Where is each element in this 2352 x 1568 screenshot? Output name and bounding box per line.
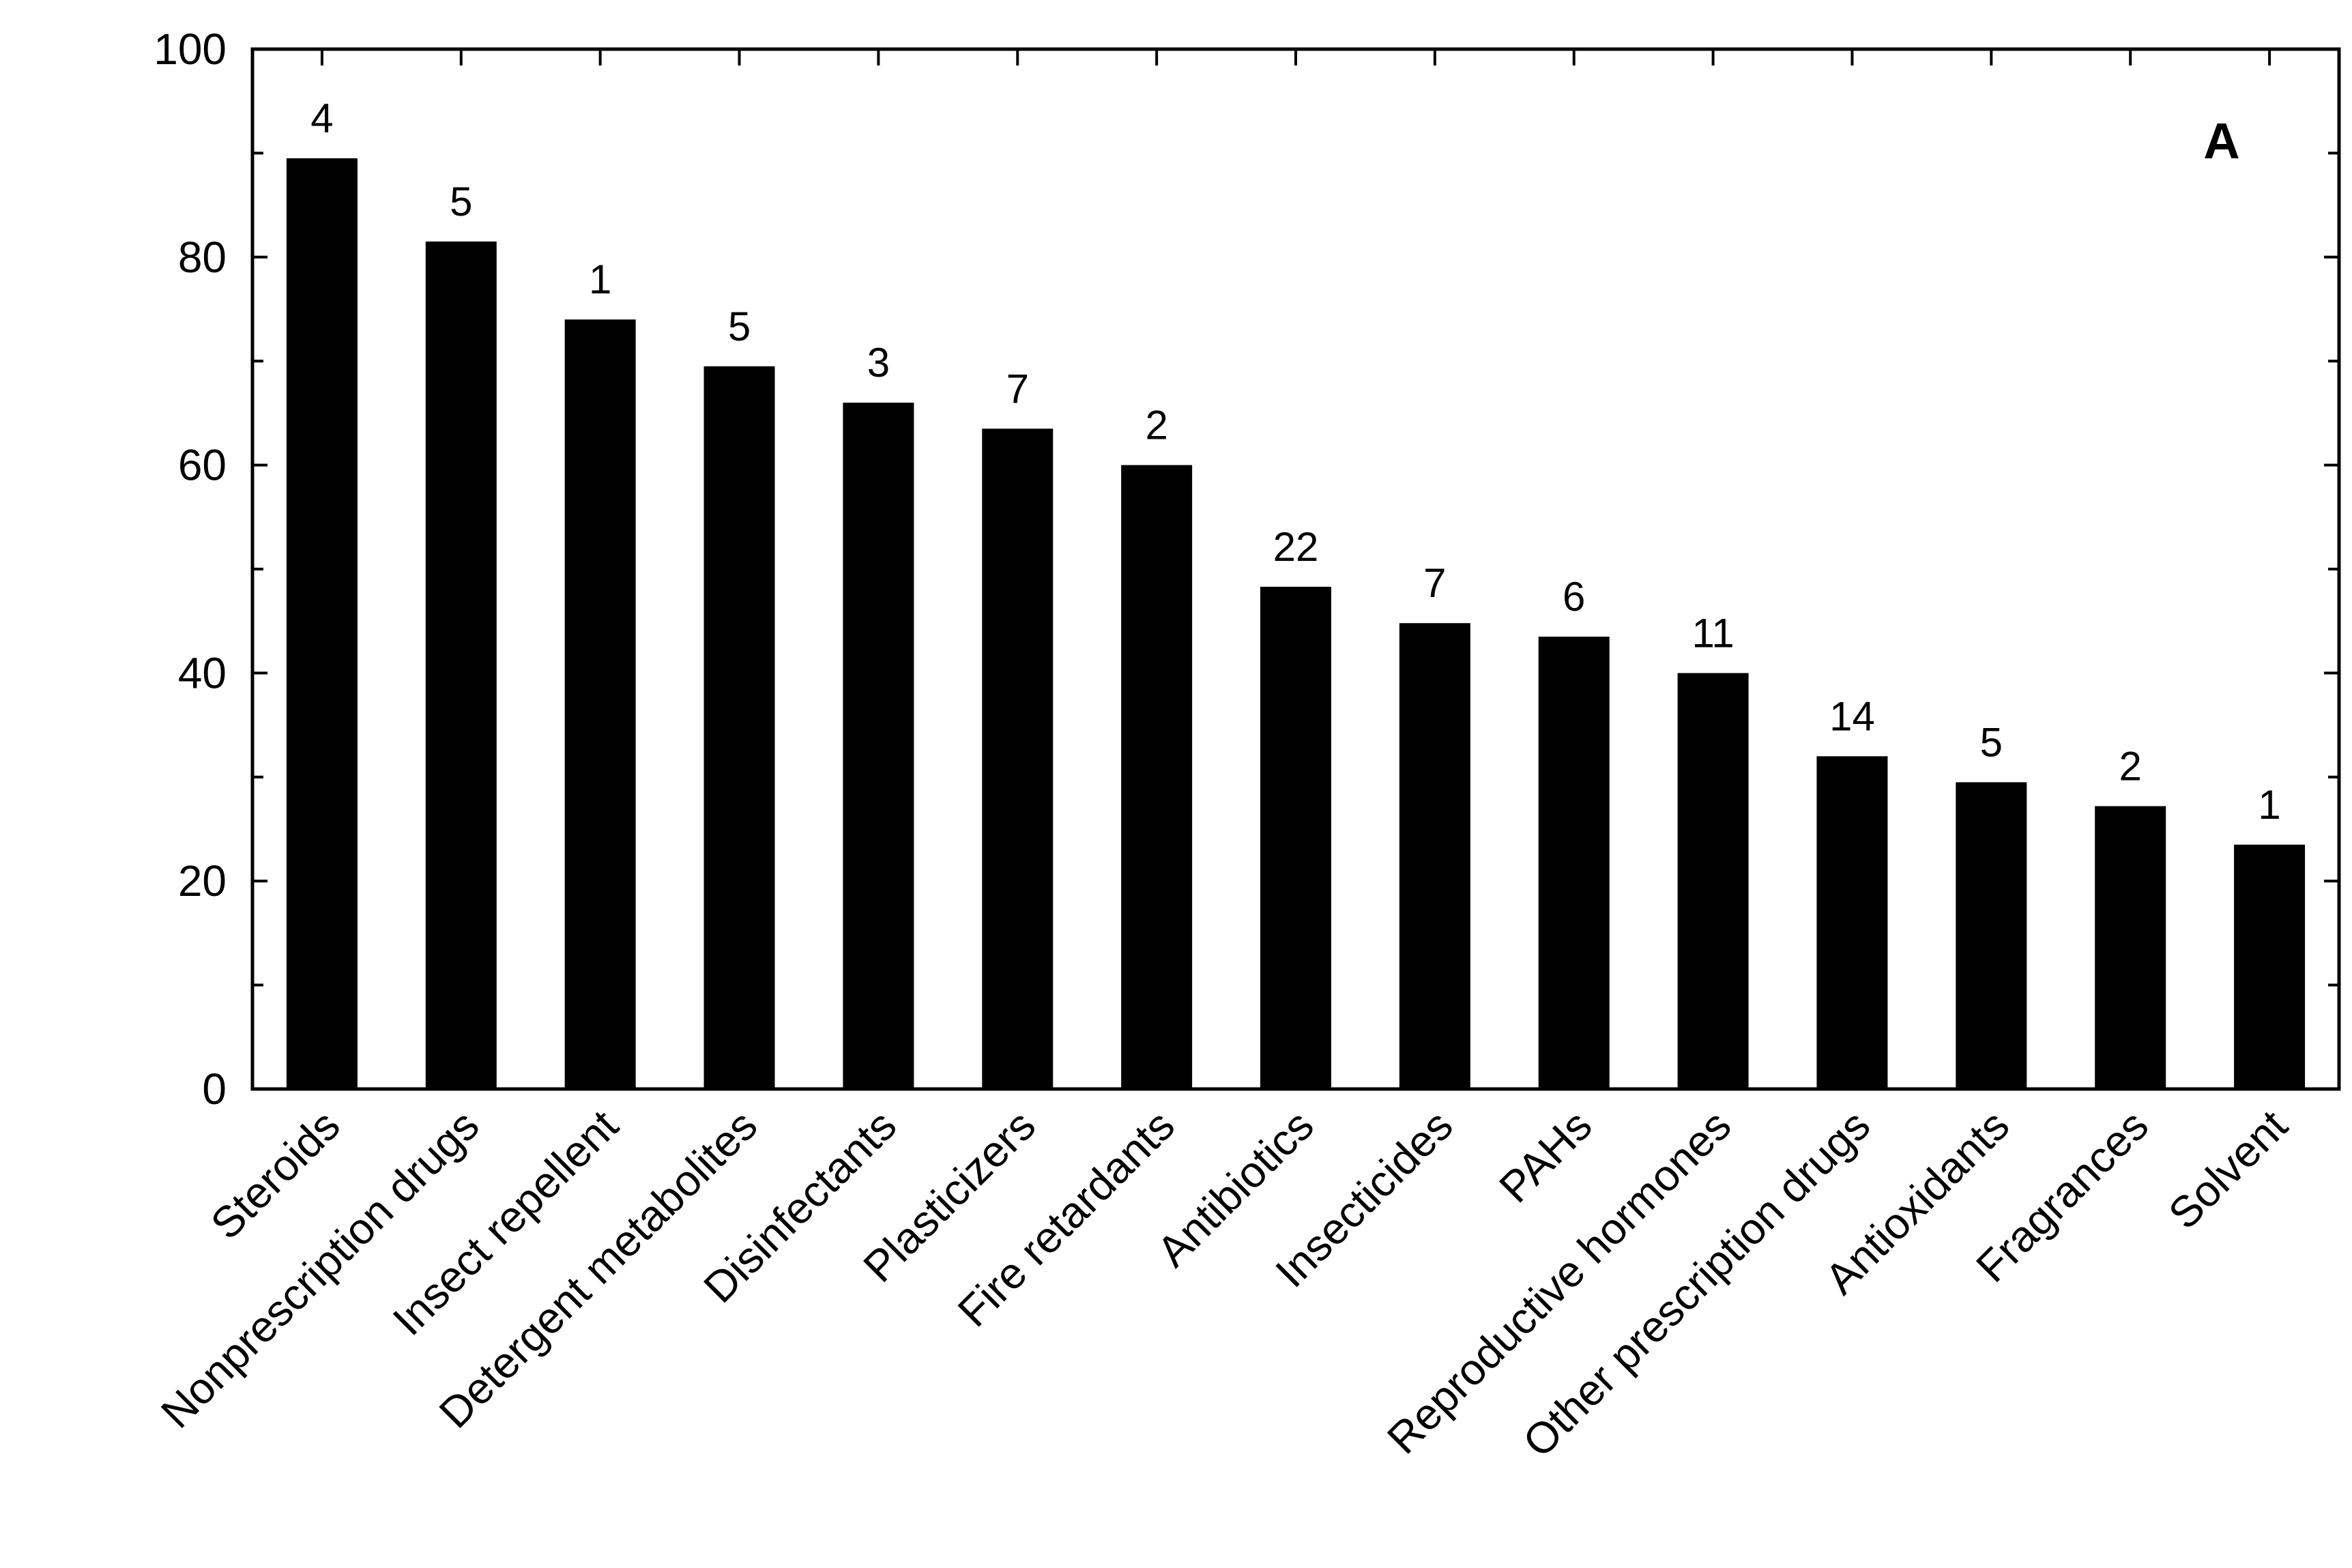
bar-data-label: 5 xyxy=(1980,719,2003,765)
category-label: Solvent xyxy=(2159,1101,2297,1238)
y-tick-label: 100 xyxy=(154,25,227,74)
bar xyxy=(1538,637,1610,1089)
bar-data-label: 4 xyxy=(310,96,333,141)
bar xyxy=(2234,844,2306,1089)
bar xyxy=(982,429,1054,1089)
bar xyxy=(703,366,775,1089)
y-tick-label: 60 xyxy=(178,441,227,490)
bar xyxy=(286,158,358,1089)
axis-ticks xyxy=(252,48,2339,1090)
y-tick-label: 80 xyxy=(178,233,227,282)
bar-data-label: 1 xyxy=(589,257,611,302)
category-label: PAHs xyxy=(1490,1101,1601,1212)
bar-data-label: 7 xyxy=(1006,366,1029,411)
bar-data-label: 1 xyxy=(2258,782,2280,828)
bar-data-label: 2 xyxy=(1145,403,1167,448)
bar xyxy=(1260,586,1331,1089)
bar-data-label: 2 xyxy=(2119,743,2142,789)
bars xyxy=(286,158,2306,1090)
y-tick-label: 0 xyxy=(202,1064,227,1114)
bar xyxy=(2095,806,2166,1089)
bar xyxy=(1956,782,2027,1089)
bar xyxy=(1677,673,1749,1089)
y-tick-label: 20 xyxy=(178,856,227,905)
bar-data-label: 3 xyxy=(867,340,890,386)
bar xyxy=(1121,465,1193,1089)
bar-data-label: 11 xyxy=(1692,610,1734,656)
bar xyxy=(843,403,914,1089)
bar-data-label: 5 xyxy=(728,304,751,349)
panel-label: A xyxy=(2203,113,2239,169)
bar-data-label: 22 xyxy=(1273,524,1319,570)
bar xyxy=(1399,623,1470,1089)
y-tick-label: 40 xyxy=(178,648,227,697)
bar xyxy=(564,319,636,1089)
plot-frame xyxy=(250,47,2341,1091)
bar-data-label: 5 xyxy=(450,179,472,224)
bar-data-label: 14 xyxy=(1829,693,1875,739)
bar xyxy=(425,241,497,1090)
bar xyxy=(1816,756,1888,1089)
bar-data-label: 7 xyxy=(1423,560,1446,606)
bar-data-label: 6 xyxy=(1563,574,1585,620)
